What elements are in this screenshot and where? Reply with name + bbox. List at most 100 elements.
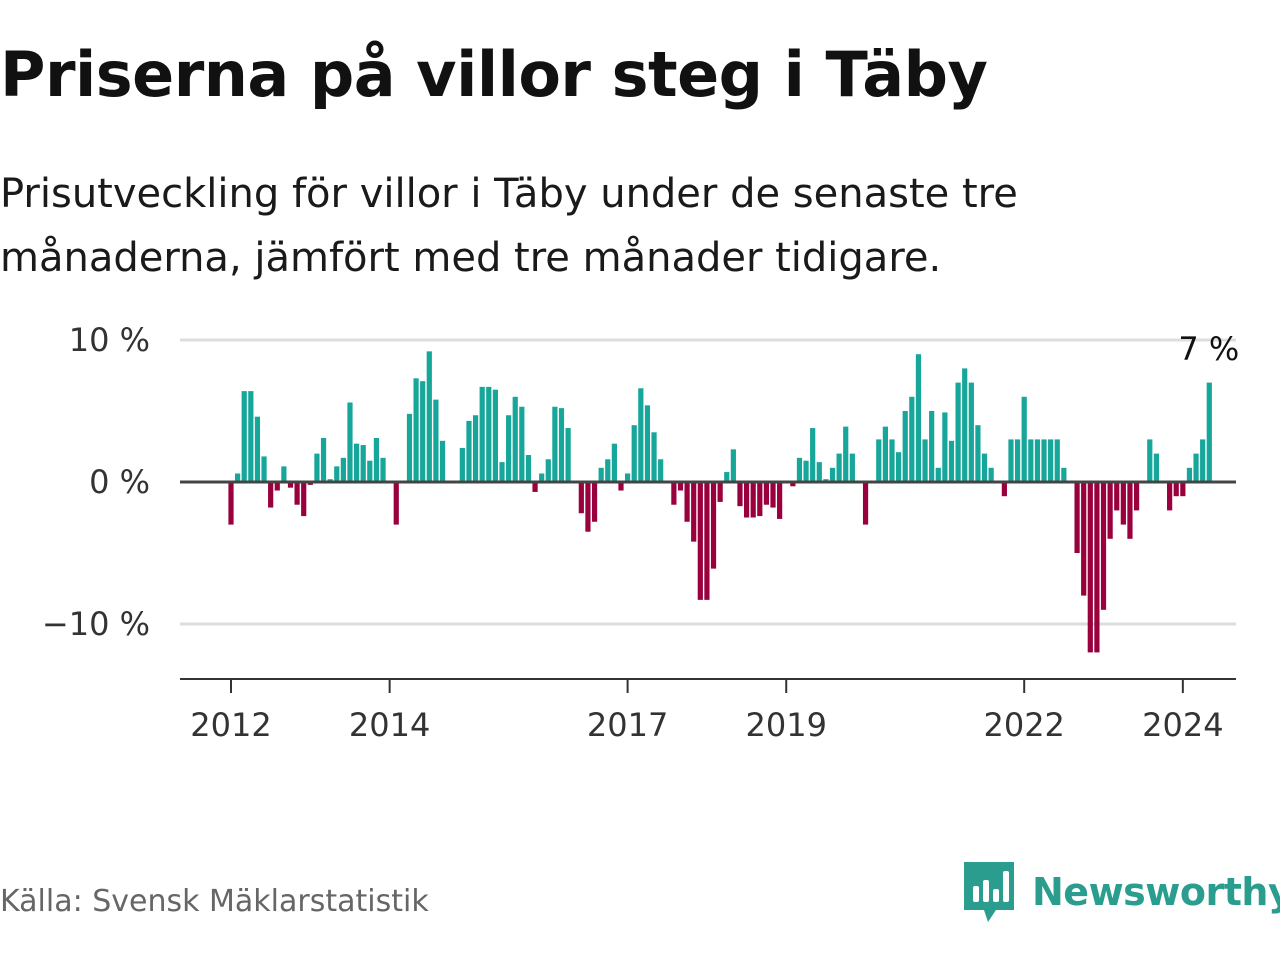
bar bbox=[717, 482, 723, 502]
bar bbox=[948, 440, 955, 482]
bar bbox=[558, 408, 565, 482]
bar bbox=[406, 413, 413, 482]
bar bbox=[1120, 482, 1126, 525]
bar bbox=[909, 396, 915, 482]
bar bbox=[1127, 482, 1133, 539]
bar bbox=[929, 411, 935, 482]
bar bbox=[413, 378, 419, 482]
bar bbox=[320, 437, 327, 482]
bar bbox=[353, 443, 360, 482]
bar bbox=[862, 482, 869, 525]
bar bbox=[1054, 439, 1060, 482]
bar bbox=[1167, 482, 1173, 511]
bar bbox=[492, 389, 498, 482]
bar bbox=[1074, 482, 1080, 553]
bar bbox=[671, 482, 677, 505]
bar bbox=[730, 449, 736, 482]
bar bbox=[287, 482, 294, 488]
bar bbox=[790, 482, 796, 487]
bar bbox=[334, 466, 340, 482]
bar bbox=[1034, 439, 1041, 482]
bar bbox=[605, 459, 611, 482]
bar bbox=[922, 439, 928, 482]
bar bbox=[757, 482, 763, 517]
bar bbox=[968, 382, 974, 482]
bar bbox=[843, 426, 849, 482]
bar bbox=[281, 466, 287, 482]
bar bbox=[625, 473, 631, 482]
bar bbox=[988, 467, 994, 482]
bar bbox=[1180, 482, 1186, 497]
bar bbox=[585, 482, 591, 532]
bar bbox=[420, 381, 426, 482]
bar bbox=[1173, 482, 1179, 497]
bar bbox=[241, 391, 247, 482]
bar bbox=[565, 428, 571, 482]
bar bbox=[426, 351, 432, 482]
bar bbox=[691, 482, 697, 542]
bar-chart: 10 % 0 % −10 % 2012 2014 2017 2019 2022 2024 7 % bbox=[42, 321, 1239, 744]
bar bbox=[955, 382, 961, 482]
bar bbox=[499, 462, 505, 482]
bar bbox=[975, 425, 981, 482]
bar bbox=[981, 453, 988, 482]
bar bbox=[836, 453, 842, 482]
bar bbox=[433, 399, 439, 482]
bar bbox=[1081, 482, 1087, 596]
bar bbox=[1114, 482, 1120, 511]
bar bbox=[340, 457, 346, 482]
chart-title: Priserna på villor steg i Täby bbox=[0, 38, 988, 111]
bar bbox=[1206, 382, 1212, 482]
bar bbox=[902, 411, 908, 482]
bar bbox=[598, 467, 604, 482]
y-tick-label: 10 % bbox=[69, 321, 150, 359]
bar bbox=[618, 482, 624, 491]
bar bbox=[393, 482, 399, 525]
bar bbox=[942, 412, 948, 482]
x-tick-label: 2012 bbox=[190, 706, 271, 744]
bar bbox=[697, 482, 703, 600]
bar bbox=[274, 482, 280, 491]
bar bbox=[373, 437, 380, 482]
bar bbox=[254, 416, 261, 482]
labels: 10 % 0 % −10 % 2012 2014 2017 2019 2022 2024 7 % bbox=[42, 321, 1239, 744]
newsworthy-logo-icon bbox=[964, 862, 1014, 922]
bar bbox=[294, 482, 300, 505]
bar bbox=[737, 482, 743, 507]
bar bbox=[506, 415, 512, 482]
bar bbox=[459, 447, 465, 482]
chart-subtitle: Prisutveckling för villor i Täby under d… bbox=[0, 171, 1018, 281]
bar bbox=[710, 482, 717, 569]
bar bbox=[935, 467, 941, 482]
bar bbox=[1008, 439, 1014, 482]
newsworthy-logo: Newsworthy bbox=[964, 862, 1280, 922]
bar bbox=[1048, 439, 1054, 482]
bars bbox=[228, 351, 1212, 653]
bar bbox=[466, 420, 472, 482]
bar bbox=[578, 482, 584, 514]
bar bbox=[1061, 467, 1067, 482]
bar bbox=[314, 453, 320, 482]
bar bbox=[1107, 482, 1113, 539]
bar bbox=[439, 440, 446, 482]
bar bbox=[915, 354, 922, 482]
bar bbox=[525, 455, 532, 482]
x-tick-label: 2014 bbox=[349, 706, 430, 744]
bar bbox=[301, 482, 307, 517]
bar bbox=[347, 402, 353, 482]
bar bbox=[770, 482, 776, 508]
bar bbox=[962, 368, 968, 482]
y-tick-label: −10 % bbox=[42, 605, 150, 643]
bar bbox=[512, 396, 518, 482]
bar bbox=[849, 453, 855, 482]
bar bbox=[519, 406, 525, 482]
last-value-label: 7 % bbox=[1178, 330, 1239, 368]
y-tick-label: 0 % bbox=[89, 463, 150, 501]
bar bbox=[896, 452, 902, 482]
bar bbox=[684, 482, 690, 522]
bar bbox=[1147, 439, 1153, 482]
bar bbox=[1100, 482, 1107, 610]
bar bbox=[552, 406, 558, 482]
bar bbox=[882, 426, 888, 482]
bar bbox=[677, 482, 684, 491]
